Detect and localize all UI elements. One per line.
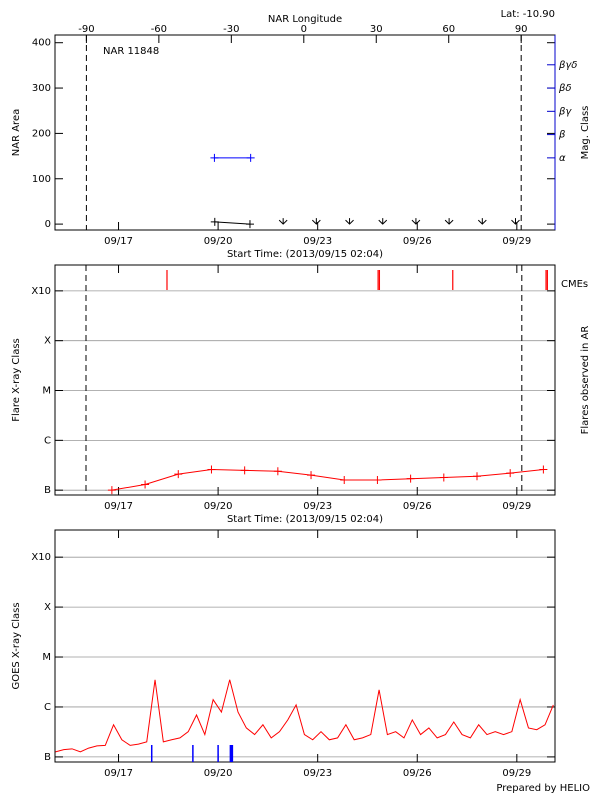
point-marker xyxy=(174,470,183,479)
y-tick-label: X10 xyxy=(31,552,51,563)
y-tick-label: 200 xyxy=(32,128,51,139)
x2-tick-label: 0 xyxy=(301,24,307,35)
point-marker xyxy=(406,474,415,483)
x-tick-label: 09/26 xyxy=(403,501,432,512)
y-tick-label: X xyxy=(44,336,51,347)
x2-tick-label: -60 xyxy=(151,24,167,35)
arrow-marker xyxy=(444,218,454,225)
x-tick-label: 09/17 xyxy=(104,236,133,247)
x-tick-label: 09/23 xyxy=(303,768,332,779)
plot-frame xyxy=(54,529,556,763)
y-tick-label: M xyxy=(42,652,51,663)
x2-tick-label: 30 xyxy=(370,24,383,35)
x2-tick-label: 90 xyxy=(515,24,528,35)
x-tick-label: 09/20 xyxy=(204,236,233,247)
x-axis-label: Start Time: (2013/09/15 02:04) xyxy=(227,249,383,260)
point-marker xyxy=(439,473,448,482)
point-marker xyxy=(307,471,316,480)
x-tick-label: 09/20 xyxy=(204,768,233,779)
annotation: Lat: -10.90 xyxy=(501,9,555,20)
legend-label: CMEs xyxy=(561,279,588,290)
arrow-marker xyxy=(345,218,354,225)
y-axis-label: GOES X-ray Class xyxy=(11,602,22,689)
y-tick-label: C xyxy=(44,702,51,713)
y2-tick-label: β xyxy=(558,130,566,141)
y-tick-label: X10 xyxy=(31,286,51,297)
x-tick-label: 09/17 xyxy=(104,501,133,512)
y-axis-label: NAR Area xyxy=(11,109,22,156)
x2-tick-label: 60 xyxy=(442,24,455,35)
point-marker xyxy=(245,220,254,229)
point-marker xyxy=(210,217,219,226)
x-tick-label: 09/23 xyxy=(303,236,332,247)
point-marker xyxy=(273,467,282,476)
point-marker xyxy=(340,475,349,484)
y-tick-label: C xyxy=(44,435,51,446)
point-marker xyxy=(210,153,219,162)
chart-title: NAR 11848 xyxy=(103,46,159,57)
y2-tick-label: βγδ xyxy=(558,60,577,71)
y2-tick-label: βδ xyxy=(558,83,572,94)
y2-tick-label: α xyxy=(559,153,566,164)
point-marker xyxy=(246,153,255,162)
point-marker xyxy=(539,465,548,474)
y-tick-label: X xyxy=(44,602,51,613)
x2-axis-label: NAR Longitude xyxy=(268,14,342,25)
point-marker xyxy=(472,472,481,481)
x-tick-label: 09/23 xyxy=(303,501,332,512)
series-line xyxy=(55,679,554,753)
arrow-marker xyxy=(511,218,520,225)
y-tick-label: 100 xyxy=(32,174,51,185)
x-tick-label: 09/29 xyxy=(502,236,531,247)
x-tick-label: 09/29 xyxy=(502,768,531,779)
series-line xyxy=(111,468,544,491)
arrow-marker xyxy=(411,218,421,225)
point-marker xyxy=(373,475,382,484)
y-tick-label: 0 xyxy=(45,219,51,230)
x-tick-label: 09/17 xyxy=(104,768,133,779)
x-axis-label: Start Time: (2013/09/15 02:04) xyxy=(227,514,383,525)
arrow-marker xyxy=(378,218,388,225)
y-tick-label: B xyxy=(44,485,51,496)
y-axis-label: Flare X-ray Class xyxy=(11,338,22,422)
x2-tick-label: -30 xyxy=(223,24,239,35)
arrow-marker xyxy=(311,218,321,225)
point-marker xyxy=(506,469,515,478)
point-marker xyxy=(107,486,116,495)
y2-axis-label: Flares observed in AR xyxy=(580,326,591,435)
series-line xyxy=(214,221,251,225)
y-tick-label: 300 xyxy=(32,83,51,94)
arrow-marker xyxy=(477,218,487,225)
arrow-marker xyxy=(278,218,288,225)
x-tick-label: 09/20 xyxy=(204,501,233,512)
y2-tick-label: βγ xyxy=(558,106,572,117)
x-tick-label: 09/26 xyxy=(403,236,432,247)
point-marker xyxy=(207,465,216,474)
x-tick-label: 09/29 xyxy=(502,501,531,512)
footer: Prepared by HELIO xyxy=(496,783,590,794)
x2-tick-label: -90 xyxy=(78,24,94,35)
x-tick-label: 09/26 xyxy=(403,768,432,779)
y-tick-label: M xyxy=(42,386,51,397)
y2-axis-label: Mag. Class xyxy=(580,106,591,160)
plot-frame xyxy=(54,264,556,496)
y-tick-label: 400 xyxy=(32,38,51,49)
y-tick-label: B xyxy=(44,752,51,763)
point-marker xyxy=(141,480,150,489)
point-marker xyxy=(240,466,249,475)
